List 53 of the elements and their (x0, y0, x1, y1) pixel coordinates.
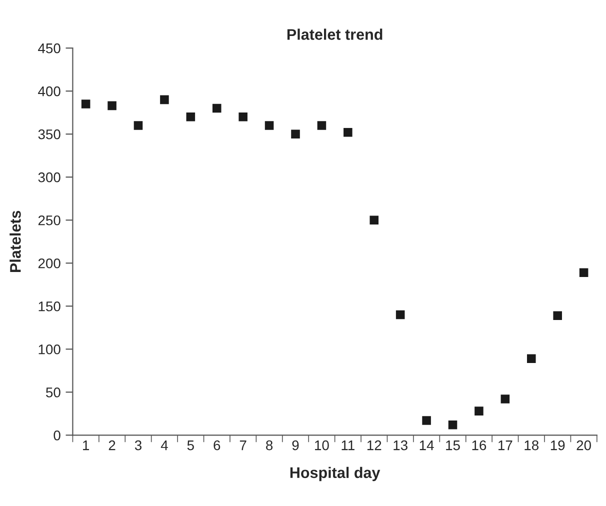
x-tick-label: 3 (134, 440, 142, 450)
point (291, 130, 300, 138)
point (160, 95, 169, 104)
x-tick-label: 15 (446, 440, 460, 450)
point (370, 216, 379, 224)
y-tick-label: 400 (38, 86, 60, 96)
y-tick-label: 250 (38, 215, 60, 226)
x-tick-label: 17 (498, 440, 512, 450)
x-tick-label: 19 (550, 440, 565, 450)
y-tick-label: 450 (38, 43, 60, 54)
point (422, 416, 431, 425)
x-tick-label: 7 (240, 440, 246, 450)
chart-title: Platelet trend (287, 28, 382, 40)
point (553, 311, 562, 320)
x-tick-label: 20 (576, 440, 591, 450)
y-tick-label: 150 (38, 301, 60, 312)
x-tick-label: 6 (214, 440, 220, 450)
y-tick-label: 350 (38, 129, 60, 140)
point (108, 101, 116, 110)
x-tick-label: 16 (472, 440, 486, 450)
x-tick-label: 12 (367, 440, 382, 450)
point (579, 268, 588, 277)
point (186, 112, 196, 122)
point (396, 310, 405, 320)
point (238, 112, 248, 122)
y-axis-title: Platelets (10, 210, 21, 272)
point (448, 420, 458, 430)
point (474, 406, 484, 416)
x-tick-label: 10 (315, 440, 329, 450)
x-tick-label: 5 (187, 440, 194, 450)
point (317, 121, 326, 130)
x-tick-label: 13 (394, 440, 408, 450)
point (264, 121, 274, 130)
x-tick-label: 9 (292, 440, 299, 450)
x-tick-label: 4 (160, 440, 168, 450)
y-tick-label: 50 (46, 387, 60, 398)
y-tick-label: 200 (38, 258, 60, 268)
x-tick-label: 2 (108, 440, 116, 450)
point (344, 128, 352, 137)
x-tick-label: 14 (420, 440, 434, 450)
point (81, 100, 90, 108)
y-tick-label: 300 (38, 172, 60, 182)
x-tick-label: 8 (266, 440, 273, 450)
x-tick-label: 18 (524, 440, 539, 450)
point (500, 394, 510, 404)
point (212, 104, 222, 113)
x-tick-label: 1 (83, 440, 90, 450)
y-tick-label: 100 (38, 344, 60, 354)
point (526, 354, 536, 363)
y-tick-label: 0 (54, 430, 60, 440)
x-axis-title: Hospital day (290, 466, 380, 482)
point (134, 121, 143, 130)
x-tick-label: 11 (342, 440, 354, 450)
